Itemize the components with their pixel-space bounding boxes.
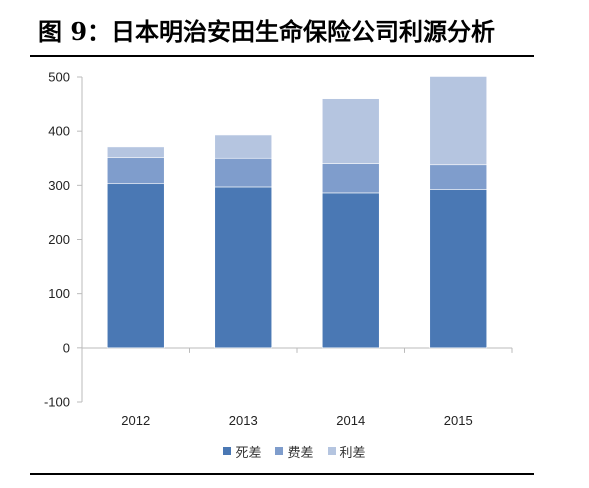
legend-label: 利差 (339, 445, 366, 461)
y-tick-label: 400 (48, 124, 70, 139)
legend-swatch (275, 447, 284, 455)
bar-segment-2014-死差 (321, 192, 380, 349)
legend: 死差 费差 利差 (0, 440, 589, 462)
x-tick-label: 2015 (444, 413, 473, 428)
bar-segment-2013-死差 (214, 186, 273, 349)
y-tick-label: 100 (48, 286, 70, 301)
figure-title: 图 9：日本明治安田生命保险公司利源分析 (38, 17, 496, 46)
legend-item: 费差 (275, 442, 314, 461)
legend-swatch (327, 447, 336, 455)
bar-segment-2012-死差 (106, 183, 165, 349)
legend-swatch (223, 447, 232, 455)
bottom-rule (30, 473, 534, 475)
legend-label: 死差 (235, 445, 262, 461)
bar-segment-2015-死差 (429, 189, 488, 349)
y-tick-label: 300 (48, 178, 70, 193)
bar-segment-2012-利差 (106, 146, 165, 159)
y-tick-label: 500 (48, 70, 70, 85)
bar-segment-2013-费差 (214, 157, 273, 188)
x-tick-label: 2012 (121, 413, 150, 428)
y-tick-label: -100 (44, 395, 70, 410)
bar-segment-2014-费差 (321, 163, 380, 194)
y-tick-label: 200 (48, 232, 70, 247)
title-rule (30, 55, 534, 57)
y-tick-label: 0 (63, 340, 70, 355)
legend-item: 死差 (223, 442, 261, 461)
stacked-bar-chart: -100 0 100 200 300 400 500 2012 2013 2014 2015 (44, 70, 513, 428)
bar-segment-2015-费差 (429, 164, 488, 190)
x-tick-label: 2014 (336, 413, 365, 428)
bar-segment-2013-利差 (214, 134, 273, 159)
legend-label: 费差 (287, 445, 314, 461)
bar-segment-2015-利差 (429, 76, 488, 166)
legend-item: 利差 (327, 442, 366, 461)
bar-segment-2012-费差 (106, 157, 165, 185)
x-tick-label: 2013 (229, 413, 258, 428)
bar-segment-2014-利差 (321, 98, 380, 164)
